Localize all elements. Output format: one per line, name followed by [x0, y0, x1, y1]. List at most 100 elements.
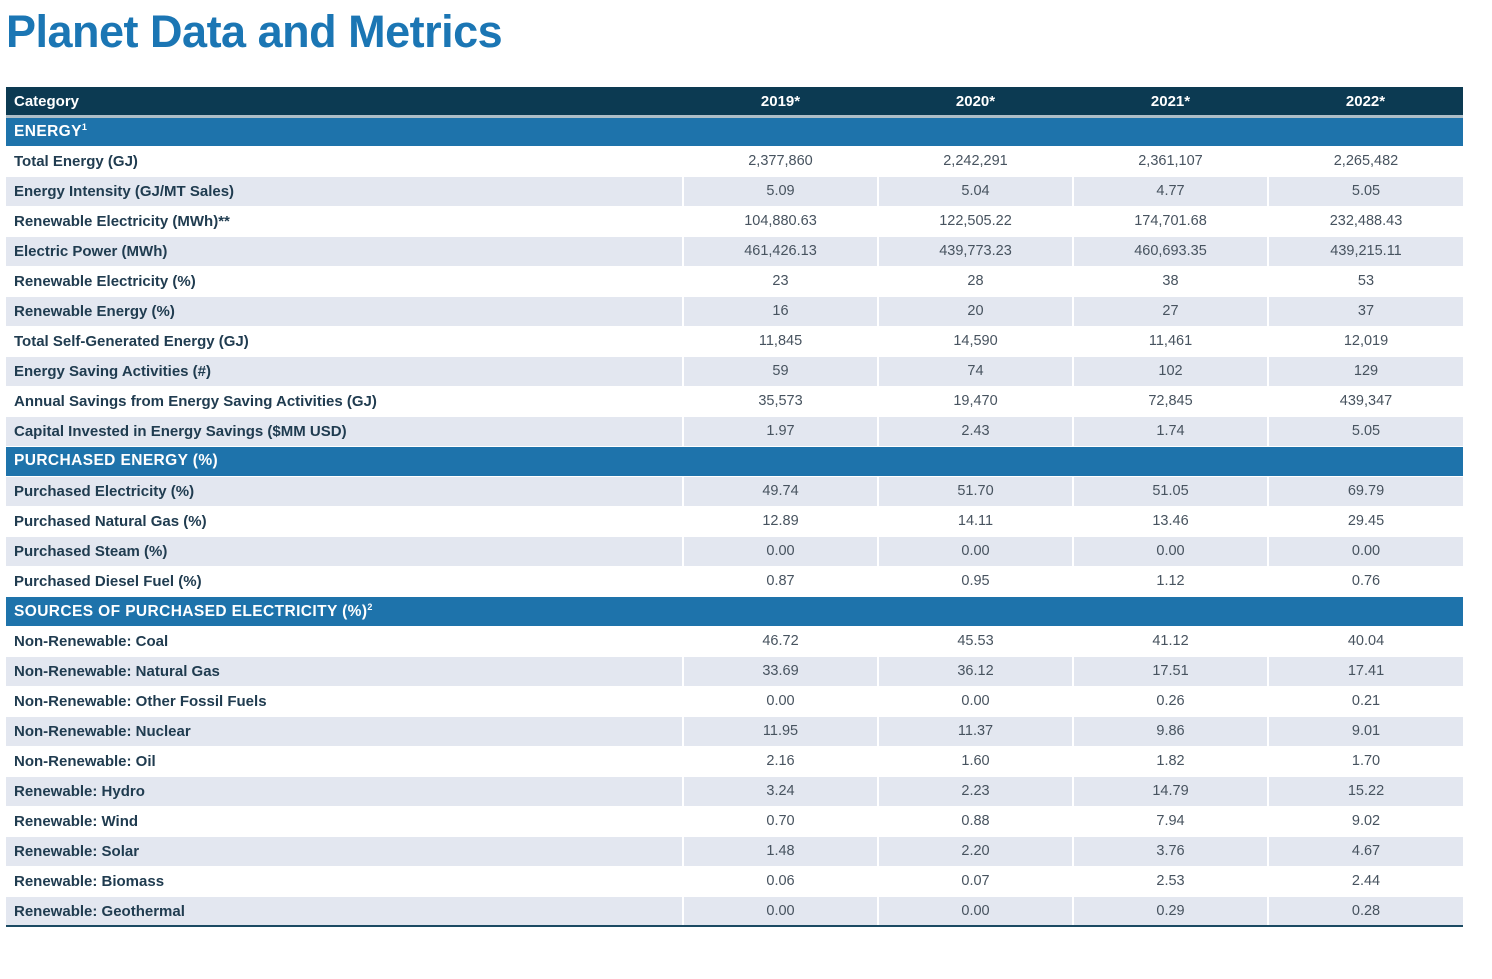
- row-value: 11,845: [682, 326, 878, 357]
- row-label: Annual Savings from Energy Saving Activi…: [6, 386, 683, 417]
- row-value: 2.43: [877, 416, 1073, 447]
- row-value: 9.01: [1267, 716, 1463, 747]
- footnote-marker: 2: [367, 601, 373, 612]
- section-header-purchased-energy: PURCHASED ENERGY (%): [6, 445, 1463, 477]
- table-row: Non-Renewable: Oil 2.16 1.60 1.82 1.70: [6, 746, 1463, 777]
- row-value: 2,377,860: [682, 146, 878, 177]
- row-value: 74: [877, 356, 1073, 387]
- table-row: Renewable Electricity (%) 23 28 38 53: [6, 266, 1463, 297]
- row-value: 0.29: [1072, 896, 1268, 928]
- table-row: Energy Saving Activities (#) 59 74 102 129: [6, 356, 1463, 387]
- row-value: 0.00: [1072, 536, 1268, 567]
- row-value: 9.02: [1267, 806, 1463, 837]
- row-value: 0.00: [1267, 536, 1463, 567]
- row-value: 102: [1072, 356, 1268, 387]
- row-value: 15.22: [1267, 776, 1463, 807]
- row-value: 59: [682, 356, 878, 387]
- row-value: 0.21: [1267, 686, 1463, 717]
- row-value: 1.48: [682, 836, 878, 867]
- column-header-category: Category: [6, 87, 683, 118]
- row-value: 5.05: [1267, 176, 1463, 207]
- row-value: 4.77: [1072, 176, 1268, 207]
- row-value: 0.00: [877, 686, 1073, 717]
- table-row: Purchased Steam (%) 0.00 0.00 0.00 0.00: [6, 536, 1463, 567]
- row-label: Renewable: Geothermal: [6, 896, 683, 928]
- row-label: Renewable Electricity (%): [6, 266, 683, 297]
- row-value: 2.44: [1267, 866, 1463, 897]
- row-value: 69.79: [1267, 476, 1463, 507]
- row-value: 14.11: [877, 506, 1073, 537]
- row-value: 2.20: [877, 836, 1073, 867]
- row-label: Electric Power (MWh): [6, 236, 683, 267]
- row-value: 28: [877, 266, 1073, 297]
- row-value: 5.05: [1267, 416, 1463, 447]
- table-row: Purchased Natural Gas (%) 12.89 14.11 13.46…: [6, 506, 1463, 537]
- row-value: 40.04: [1267, 626, 1463, 657]
- row-label: Total Energy (GJ): [6, 146, 683, 177]
- table-row: Annual Savings from Energy Saving Activi…: [6, 386, 1463, 417]
- column-header-year-2019: 2019*: [683, 87, 878, 118]
- row-value: 17.41: [1267, 656, 1463, 687]
- row-value: 0.00: [877, 536, 1073, 567]
- row-value: 37: [1267, 296, 1463, 327]
- footnote-marker: 1: [81, 122, 88, 133]
- table-row: Renewable: Solar 1.48 2.20 3.76 4.67: [6, 836, 1463, 867]
- row-value: 3.76: [1072, 836, 1268, 867]
- row-value: 0.07: [877, 866, 1073, 897]
- row-label: Energy Saving Activities (#): [6, 356, 683, 387]
- table-row: Renewable: Geothermal 0.00 0.00 0.29 0.28: [6, 896, 1463, 928]
- row-value: 2.23: [877, 776, 1073, 807]
- row-value: 1.82: [1072, 746, 1268, 777]
- row-value: 3.24: [682, 776, 878, 807]
- row-label: Purchased Diesel Fuel (%): [6, 566, 683, 597]
- row-value: 33.69: [682, 656, 878, 687]
- row-label: Renewable Electricity (MWh)**: [6, 206, 683, 237]
- row-value: 1.97: [682, 416, 878, 447]
- column-header-year-2022: 2022*: [1268, 87, 1463, 118]
- row-value: 0.70: [682, 806, 878, 837]
- table-row: Renewable: Wind 0.70 0.88 7.94 9.02: [6, 806, 1463, 837]
- section-header-label: PURCHASED ENERGY (%): [6, 445, 1463, 477]
- row-value: 9.86: [1072, 716, 1268, 747]
- table-row: Renewable: Biomass 0.06 0.07 2.53 2.44: [6, 866, 1463, 897]
- row-label: Non-Renewable: Coal: [6, 626, 683, 657]
- column-header-year-2021: 2021*: [1073, 87, 1268, 118]
- row-value: 2,265,482: [1267, 146, 1463, 177]
- row-value: 27: [1072, 296, 1268, 327]
- row-value: 7.94: [1072, 806, 1268, 837]
- row-value: 1.70: [1267, 746, 1463, 777]
- row-value: 23: [682, 266, 878, 297]
- row-value: 0.00: [682, 896, 878, 928]
- row-value: 41.12: [1072, 626, 1268, 657]
- row-value: 11.95: [682, 716, 878, 747]
- planet-metrics-table: Category 2019* 2020* 2021* 2022* ENERGY1…: [6, 87, 1463, 928]
- row-value: 11.37: [877, 716, 1073, 747]
- row-value: 2.16: [682, 746, 878, 777]
- row-label: Non-Renewable: Other Fossil Fuels: [6, 686, 683, 717]
- section-header-energy: ENERGY1: [6, 115, 1463, 147]
- row-value: 1.60: [877, 746, 1073, 777]
- row-label: Purchased Natural Gas (%): [6, 506, 683, 537]
- row-value: 104,880.63: [682, 206, 878, 237]
- row-label: Purchased Steam (%): [6, 536, 683, 567]
- row-value: 4.67: [1267, 836, 1463, 867]
- row-value: 12,019: [1267, 326, 1463, 357]
- row-value: 439,773.23: [877, 236, 1073, 267]
- row-value: 11,461: [1072, 326, 1268, 357]
- row-label: Renewable: Wind: [6, 806, 683, 837]
- row-value: 45.53: [877, 626, 1073, 657]
- row-label: Non-Renewable: Oil: [6, 746, 683, 777]
- row-value: 5.04: [877, 176, 1073, 207]
- row-value: 122,505.22: [877, 206, 1073, 237]
- row-value: 5.09: [682, 176, 878, 207]
- row-value: 19,470: [877, 386, 1073, 417]
- row-value: 13.46: [1072, 506, 1268, 537]
- row-value: 51.05: [1072, 476, 1268, 507]
- section-header-sources-of-purchased-electricity: SOURCES OF PURCHASED ELECTRICITY (%)2: [6, 595, 1463, 627]
- row-value: 0.76: [1267, 566, 1463, 597]
- row-value: 0.00: [877, 896, 1073, 928]
- row-value: 460,693.35: [1072, 236, 1268, 267]
- page-title: Planet Data and Metrics: [6, 6, 503, 57]
- row-value: 2.53: [1072, 866, 1268, 897]
- row-value: 129: [1267, 356, 1463, 387]
